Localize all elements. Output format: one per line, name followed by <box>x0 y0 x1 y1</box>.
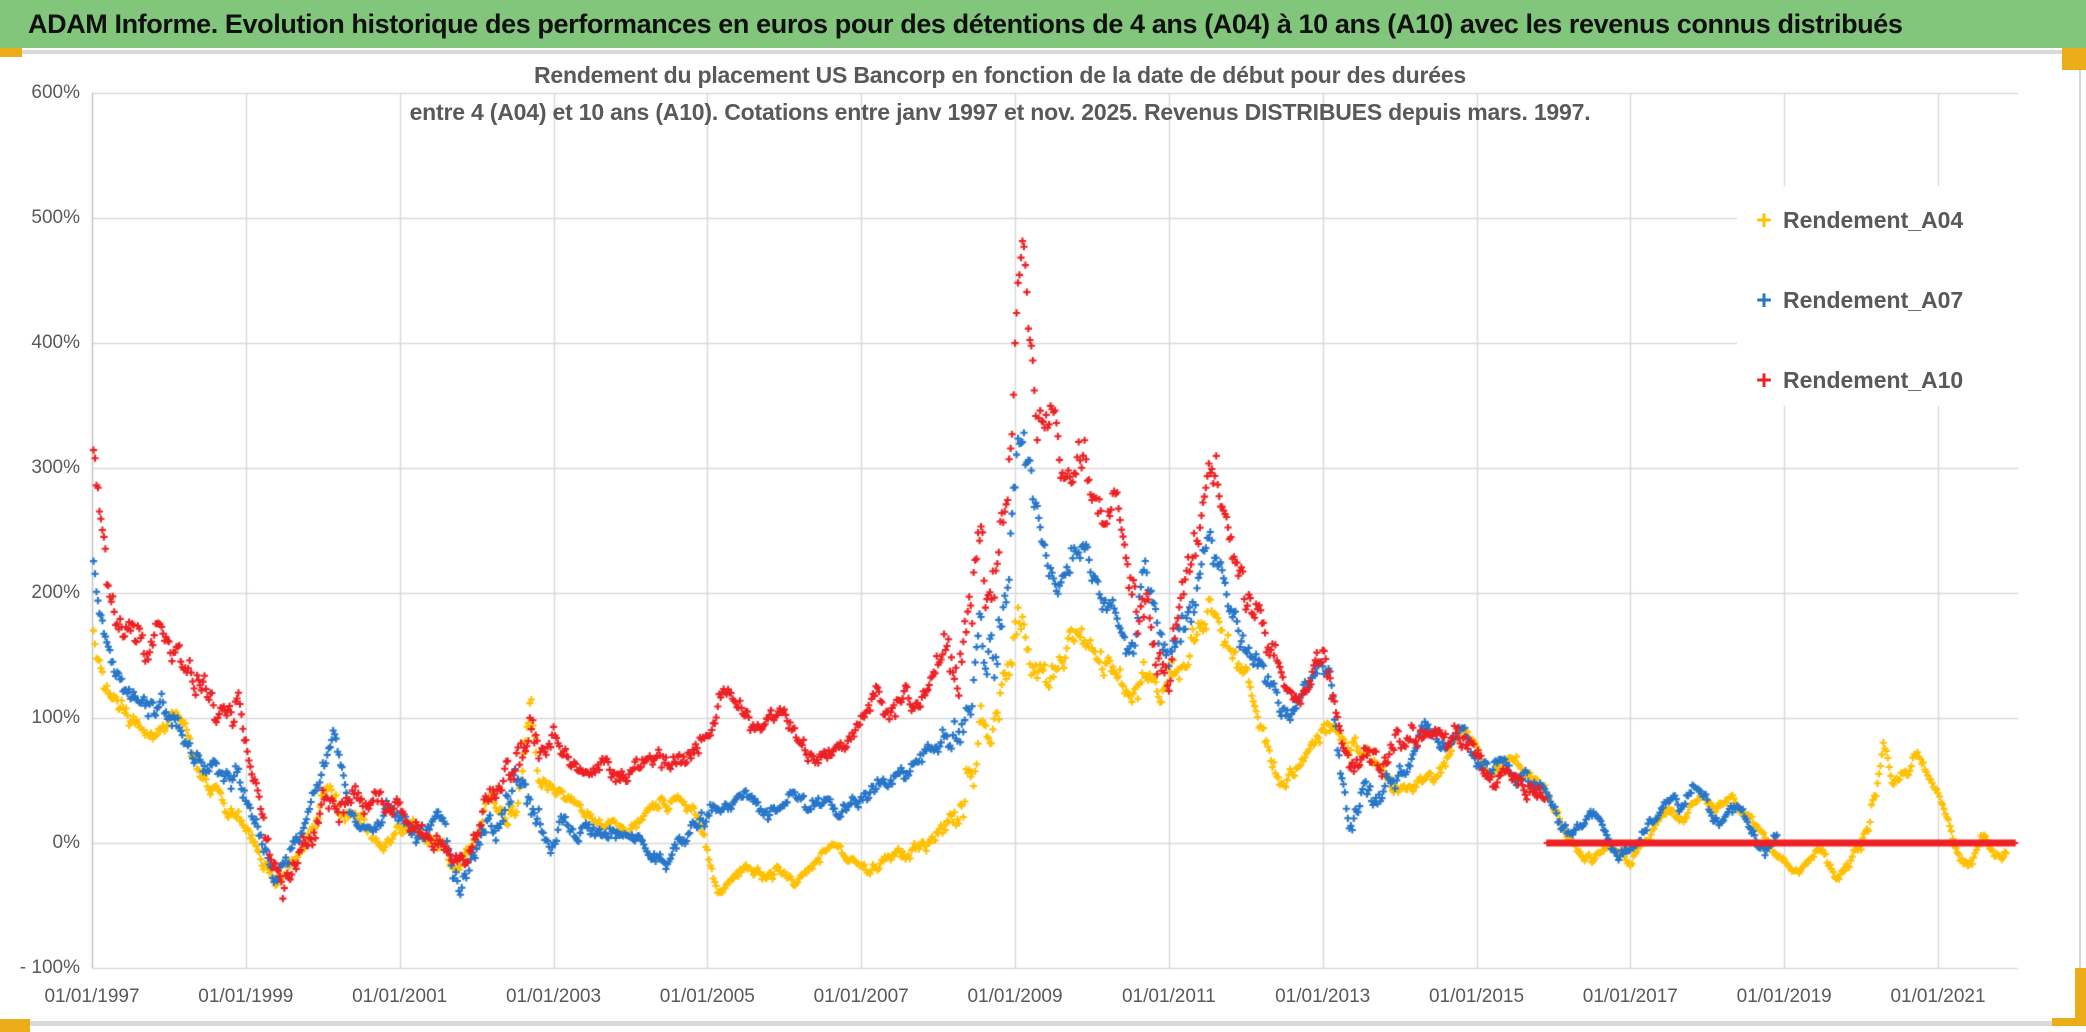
legend-label: Rendement_A07 <box>1783 286 1964 313</box>
x-axis-tick-label: 01/01/2005 <box>659 986 755 1007</box>
plus-marker-a07-icon: + <box>1756 285 1772 315</box>
legend-item-rendement-a10: + Rendement_A10 <box>1749 362 1963 398</box>
legend-item-rendement-a07: + Rendement_A07 <box>1749 282 1963 318</box>
y-axis-tick-label: 0% <box>52 832 80 853</box>
y-axis-tick-label: 600% <box>31 82 80 103</box>
x-axis-tick-label: 01/01/2011 <box>1121 986 1216 1007</box>
x-axis-tick-label: 01/01/2009 <box>967 986 1063 1007</box>
x-axis-tick-label: 01/01/1997 <box>44 986 140 1007</box>
legend-item-rendement-a04: + Rendement_A04 <box>1749 202 1963 238</box>
legend-label: Rendement_A10 <box>1783 366 1964 393</box>
x-axis-tick-label: 01/01/2001 <box>352 986 448 1007</box>
x-axis-tick-label: 01/01/2021 <box>1890 986 1986 1007</box>
x-axis-tick-label: 01/01/2015 <box>1428 986 1525 1007</box>
chart-legend: + Rendement_A04 + Rendement_A07 + Rendem… <box>1737 186 2019 406</box>
y-axis-tick-label: 400% <box>31 332 80 353</box>
plus-marker-a10-icon: + <box>1756 365 1772 395</box>
y-axis-tick-label: 500% <box>31 207 80 228</box>
x-axis-tick-label: 01/01/2013 <box>1275 986 1371 1007</box>
y-axis-tick-label: - 100% <box>19 957 80 978</box>
x-axis-tick-label: 01/01/2017 <box>1582 986 1678 1007</box>
y-axis-tick-label: 200% <box>31 582 80 603</box>
y-axis-tick-label: 300% <box>31 457 80 478</box>
legend-label: Rendement_A04 <box>1783 206 1964 233</box>
chart-title-line-1: Rendement du placement US Bancorp en fon… <box>533 62 1467 88</box>
x-axis-tick-label: 01/01/2003 <box>505 986 602 1007</box>
chart-title-line-2: entre 4 (A04) et 10 ans (A10). Cotations… <box>409 99 1591 125</box>
plus-marker-a04-icon: + <box>1756 205 1772 235</box>
x-axis-tick-label: 01/01/2019 <box>1736 986 1832 1007</box>
x-axis-tick-label: 01/01/2007 <box>813 986 909 1007</box>
y-axis-tick-label: 100% <box>31 707 80 728</box>
x-axis-tick-label: 01/01/1999 <box>198 986 294 1007</box>
